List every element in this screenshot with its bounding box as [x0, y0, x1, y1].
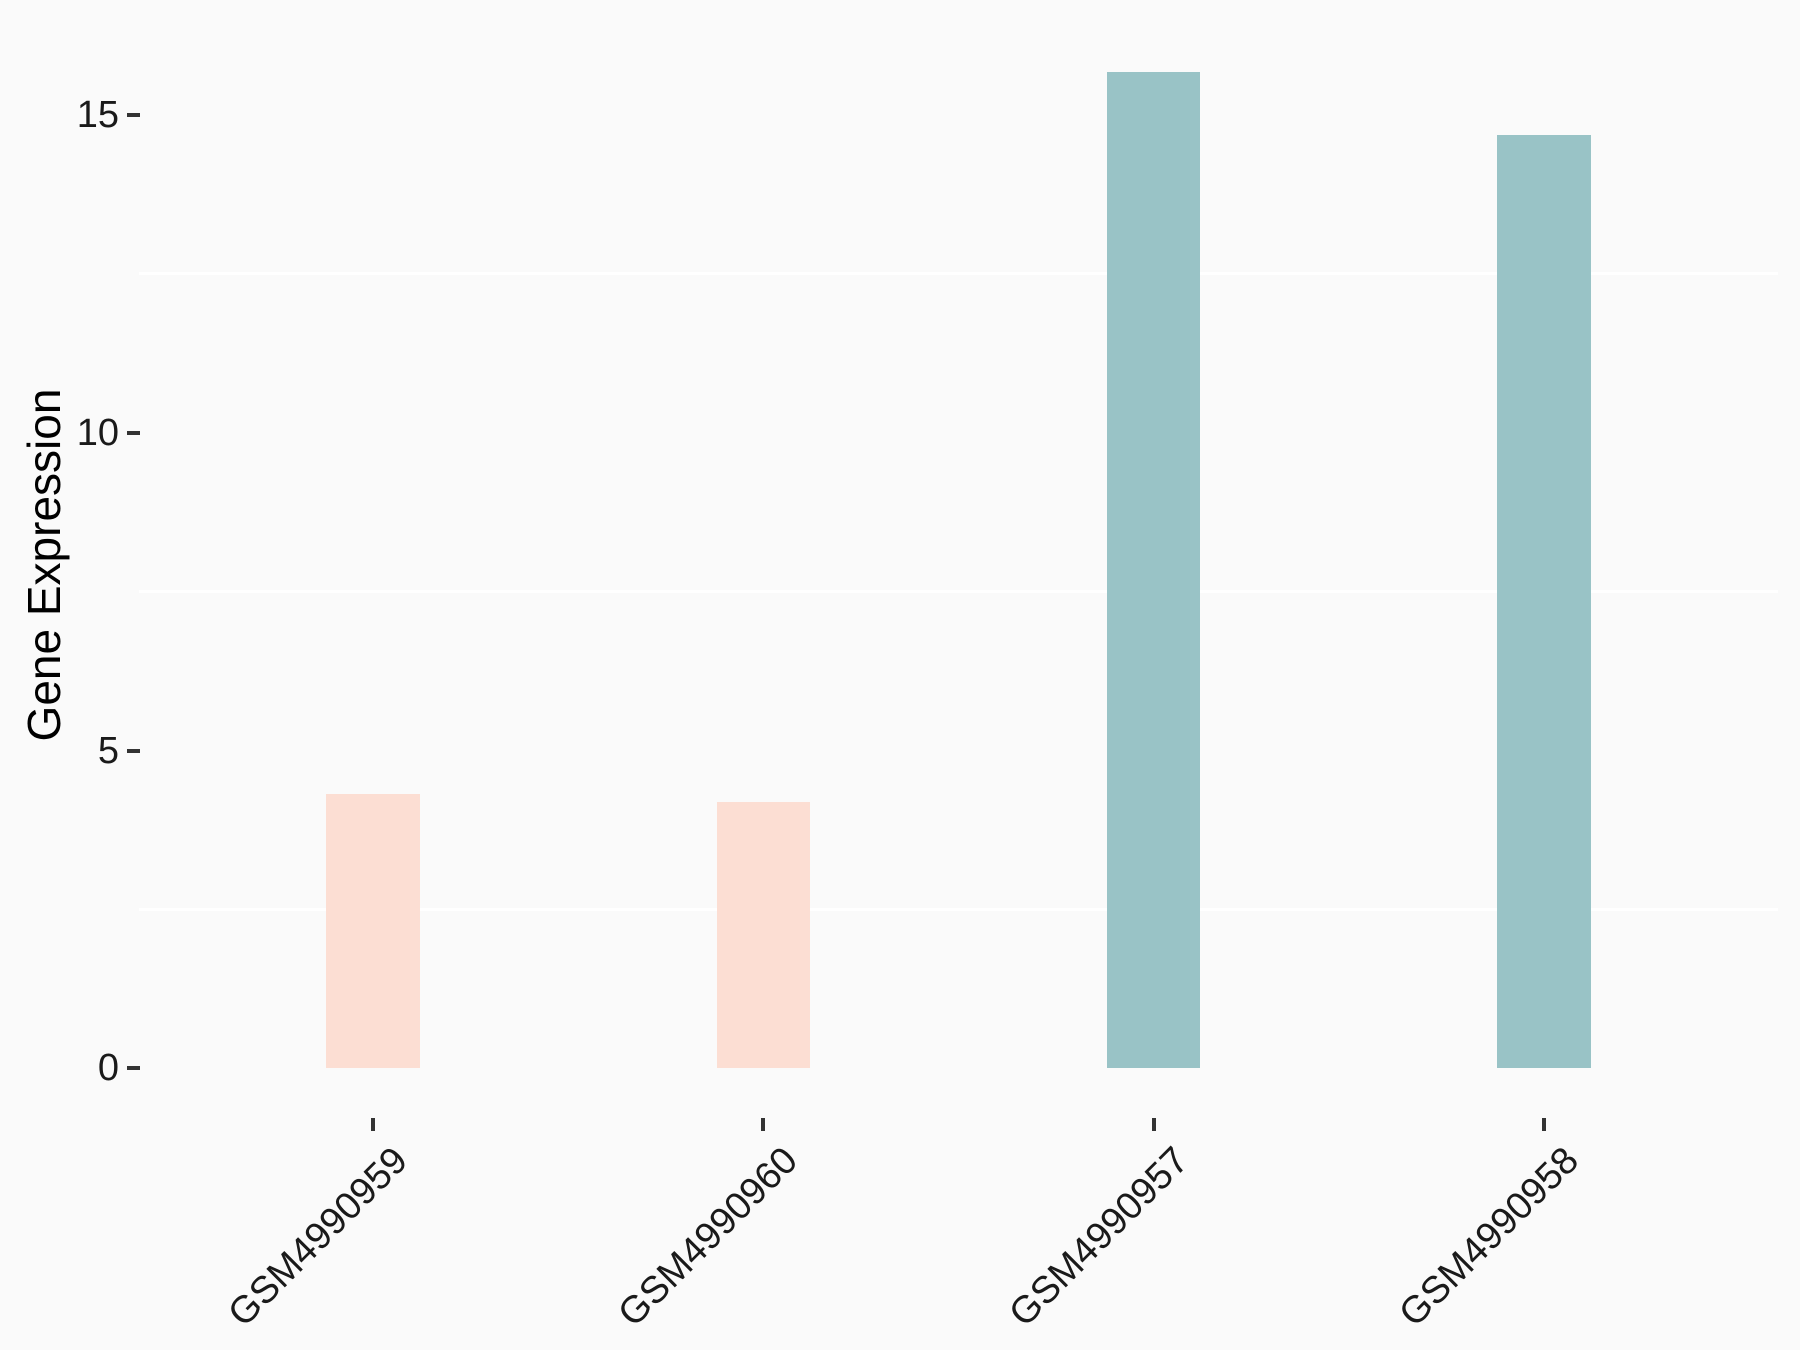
x-axis-tick-label: GSM4990957 [1001, 1139, 1197, 1335]
y-axis-tick [127, 430, 140, 435]
y-axis-tick-label: 5 [97, 729, 119, 772]
x-axis-tick-label: GSM4990960 [610, 1139, 807, 1335]
bar-GSM4990958 [1497, 134, 1591, 1069]
x-axis-tick-label: GSM4990959 [220, 1139, 417, 1335]
minor-gridline [139, 590, 1778, 594]
y-axis-tick-label: 0 [97, 1047, 119, 1090]
y-axis-tick-label: 10 [76, 411, 119, 454]
y-axis-tick [127, 748, 140, 753]
y-axis-tick-label: 15 [76, 93, 119, 136]
x-axis-tick [761, 1118, 766, 1131]
y-axis-tick [127, 1066, 140, 1071]
bar-GSM4990960 [716, 802, 811, 1069]
y-axis-tick [127, 112, 140, 117]
x-axis-tick-label: GSM4990958 [1391, 1139, 1587, 1335]
bar-GSM4990957 [1106, 71, 1201, 1069]
x-axis-tick [371, 1118, 376, 1131]
minor-gridline [139, 907, 1778, 911]
minor-gridline [139, 272, 1778, 276]
bar-GSM4990959 [326, 794, 420, 1069]
x-axis-tick [1541, 1118, 1546, 1131]
x-axis-tick [1151, 1118, 1156, 1131]
